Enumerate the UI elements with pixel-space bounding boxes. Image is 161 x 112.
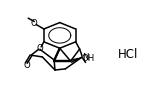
Text: O: O (37, 44, 43, 53)
Text: O: O (23, 61, 30, 70)
Text: OH: OH (81, 53, 95, 62)
Text: HCl: HCl (118, 47, 139, 60)
Text: O: O (31, 19, 38, 28)
Text: N: N (82, 53, 89, 62)
